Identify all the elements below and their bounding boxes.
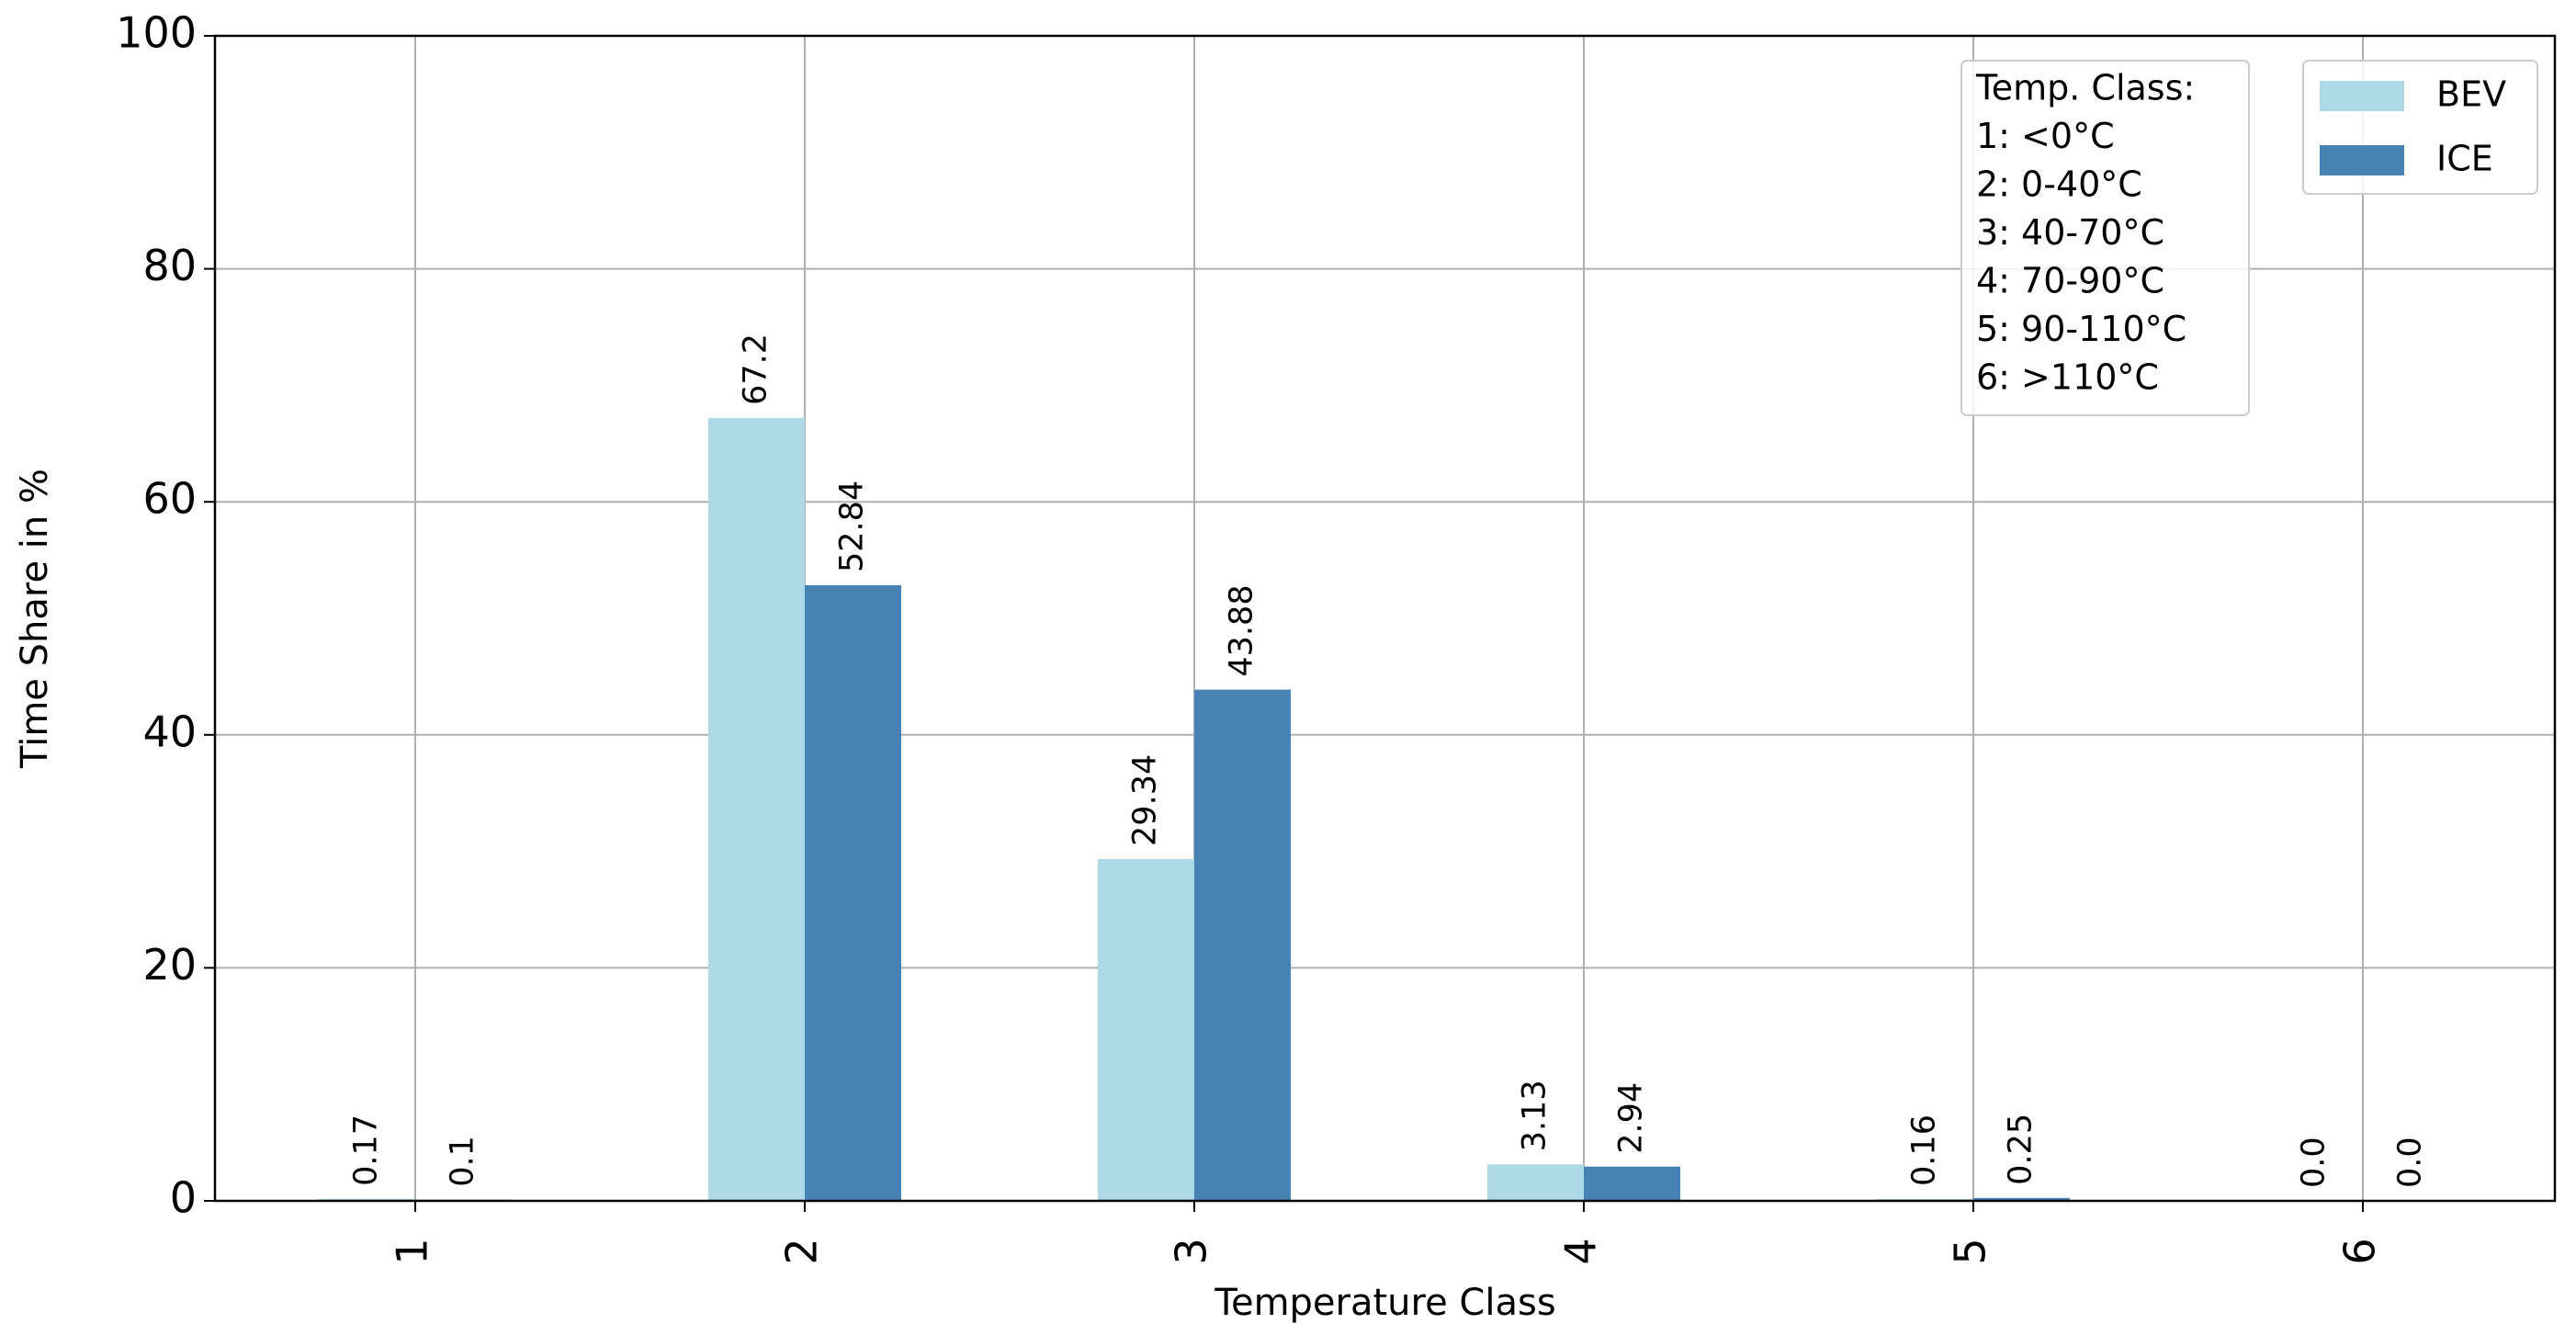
annotation-line: 6: >110°C [1976,357,2159,398]
value-label: 0.0 [2296,1137,2333,1188]
annotation-line: 3: 40-70°C [1976,212,2164,253]
annotation-line: 5: 90-110°C [1976,309,2186,349]
x-tick-label: 5 [1946,1238,1995,1264]
x-tick-label: 4 [1556,1238,1606,1264]
x-axis-label: Temperature Class [1214,1282,1555,1324]
value-label: 29.34 [1127,754,1164,846]
y-tick-label: 40 [142,707,197,756]
value-label: 0.0 [2392,1137,2429,1188]
value-label: 3.13 [1517,1080,1554,1151]
annotation-line: Temp. Class: [1975,68,2195,108]
y-tick-label: 100 [116,8,197,58]
legend-label: ICE [2436,139,2493,179]
bar [708,417,805,1201]
value-label: 67.2 [738,334,774,405]
y-tick-label: 20 [142,940,197,990]
plot-frame [213,34,2557,1203]
legend-swatch [2320,81,2404,111]
legend-swatch [2320,145,2404,175]
x-tick-label: 2 [777,1238,827,1264]
legend-label: BEV [2436,74,2506,115]
y-tick-label: 80 [142,241,197,290]
annotation-line: 1: <0°C [1976,116,2115,156]
value-label: 2.94 [1613,1082,1650,1154]
bar [1584,1166,1680,1201]
bar [1098,858,1194,1201]
annotation-line: 4: 70-90°C [1976,261,2164,301]
annotation-line: 2: 0-40°C [1976,164,2142,205]
x-tick-label: 3 [1167,1238,1216,1264]
annotation-box [1960,60,2250,416]
value-label: 0.25 [2003,1114,2039,1185]
y-tick-label: 0 [170,1173,197,1223]
value-label: 0.17 [348,1114,385,1186]
bar [1194,689,1291,1201]
bar [805,584,901,1201]
y-tick-label: 60 [142,474,197,524]
value-label: 52.84 [834,481,871,572]
bar [1487,1164,1584,1201]
value-label: 43.88 [1224,584,1260,676]
y-axis-label: Time Share in % [14,469,56,769]
value-label: 0.16 [1906,1114,1943,1186]
x-tick-label: 6 [2335,1238,2385,1264]
x-tick-label: 1 [388,1238,437,1264]
value-label: 0.1 [445,1136,481,1187]
bar [1973,1197,2070,1201]
